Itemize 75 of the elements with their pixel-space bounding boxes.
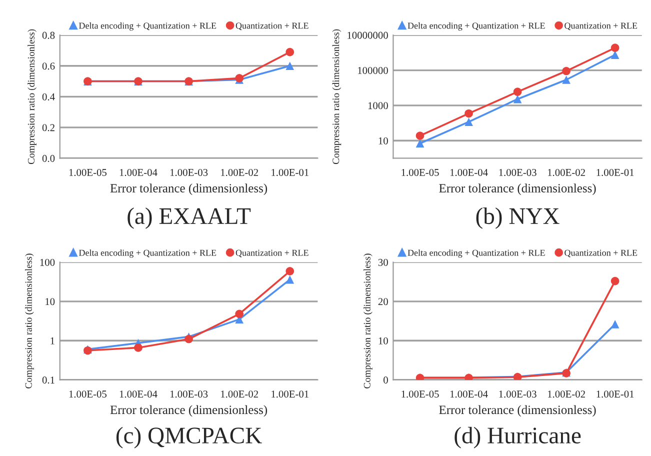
point <box>513 94 522 104</box>
text: (a) EXAALT <box>128 207 251 229</box>
y-tick-label: 10 <box>46 298 55 306</box>
x-tick-label: 1.00E-03 <box>170 168 208 176</box>
legend-label: Delta encoding + Quantization + RLE <box>79 22 216 31</box>
point <box>562 66 570 76</box>
point <box>286 48 294 56</box>
point <box>286 275 294 284</box>
point <box>416 139 424 148</box>
legend-label: Quantization + RLE <box>236 22 308 30</box>
legend-label: Delta encoding + Quantization + RLE <box>408 22 545 31</box>
y-tick-label: 30 <box>378 258 388 266</box>
point <box>610 320 620 328</box>
point <box>286 62 294 70</box>
y-tick-label: 0.0 <box>42 154 55 162</box>
y-axis-title: Compression ratio (dimensionless) <box>28 29 36 164</box>
legend-label: Delta encoding + Quantization + RLE <box>79 249 216 258</box>
text: (d) Hurricane <box>454 426 581 448</box>
x-tick-label: 1.00E-02 <box>548 390 585 398</box>
x-tick-label: 1.00E-05 <box>402 390 439 398</box>
x-axis-title: Error tolerance (dimensionless) <box>110 405 268 417</box>
point <box>235 310 244 318</box>
legend-label: Quantization + RLE <box>564 250 638 258</box>
x-tick-label: 1.00E-04 <box>120 168 158 176</box>
x-tick-label: 1.00E-05 <box>69 390 107 398</box>
x-tick-label: 1.00E-03 <box>499 168 536 176</box>
y-tick-label: 100 <box>40 258 55 266</box>
y-tick-label: 100000 <box>358 66 388 74</box>
y-tick-label: 0.4 <box>42 93 55 100</box>
point <box>562 76 570 84</box>
x-tick-label: 1.00E-01 <box>272 168 308 176</box>
x-tick-label: 1.00E-02 <box>221 168 258 176</box>
legend-label: Quantization + RLE <box>236 250 308 258</box>
point <box>513 88 522 96</box>
x-tick-label: 1.00E-04 <box>120 390 158 398</box>
x-tick-label: 1.00E-04 <box>450 168 488 176</box>
y-tick-label: 0.2 <box>42 124 54 132</box>
text: (b) NYX <box>476 207 560 229</box>
point <box>464 118 473 126</box>
x-tick-label: 1.00E-02 <box>548 168 585 176</box>
x-tick-label: 1.00E-03 <box>499 390 536 398</box>
point <box>416 132 424 140</box>
x-axis-title: Error tolerance (dimensionless) <box>439 405 596 417</box>
point <box>464 109 473 118</box>
x-tick-label: 1.00E-04 <box>450 390 488 398</box>
text: (c) QMCPACK <box>116 426 262 448</box>
x-tick-label: 1.00E-01 <box>272 390 308 398</box>
y-axis-title: Compression ratio (dimensionless) <box>25 254 34 388</box>
legend-label: Quantization + RLE <box>564 22 638 30</box>
y-tick-label: 10 <box>378 337 388 344</box>
x-tick-label: 1.00E-05 <box>69 168 107 176</box>
y-tick-label: 20 <box>378 298 388 306</box>
x-axis-title: Error tolerance (dimensionless) <box>439 184 596 195</box>
y-tick-label: 0.6 <box>42 62 55 70</box>
x-tick-label: 1.00E-02 <box>221 390 258 398</box>
y-tick-label: 0.1 <box>42 376 54 384</box>
point <box>286 267 294 276</box>
x-tick-label: 1.00E-03 <box>170 390 208 398</box>
y-axis-title: Compression ratio (dimensionless) <box>332 29 342 164</box>
legend-label: Delta encoding + Quantization + RLE <box>408 249 545 258</box>
point <box>610 44 620 52</box>
y-tick-label: 0 <box>384 376 388 384</box>
x-tick-label: 1.00E-01 <box>596 168 634 176</box>
y-tick-label: 10 <box>378 137 388 144</box>
y-tick-label: 1 <box>50 337 54 344</box>
y-axis-title: Compression ratio (dimensionless) <box>364 254 372 388</box>
x-tick-label: 1.00E-05 <box>402 168 439 176</box>
point <box>610 50 620 59</box>
x-axis-title: Error tolerance (dimensionless) <box>110 184 268 195</box>
point <box>134 344 142 352</box>
x-tick-label: 1.00E-01 <box>596 390 634 398</box>
y-tick-label: 10000000 <box>348 32 388 39</box>
y-tick-label: 1000 <box>368 102 388 110</box>
y-tick-label: 0.8 <box>42 32 55 39</box>
point <box>610 276 620 286</box>
